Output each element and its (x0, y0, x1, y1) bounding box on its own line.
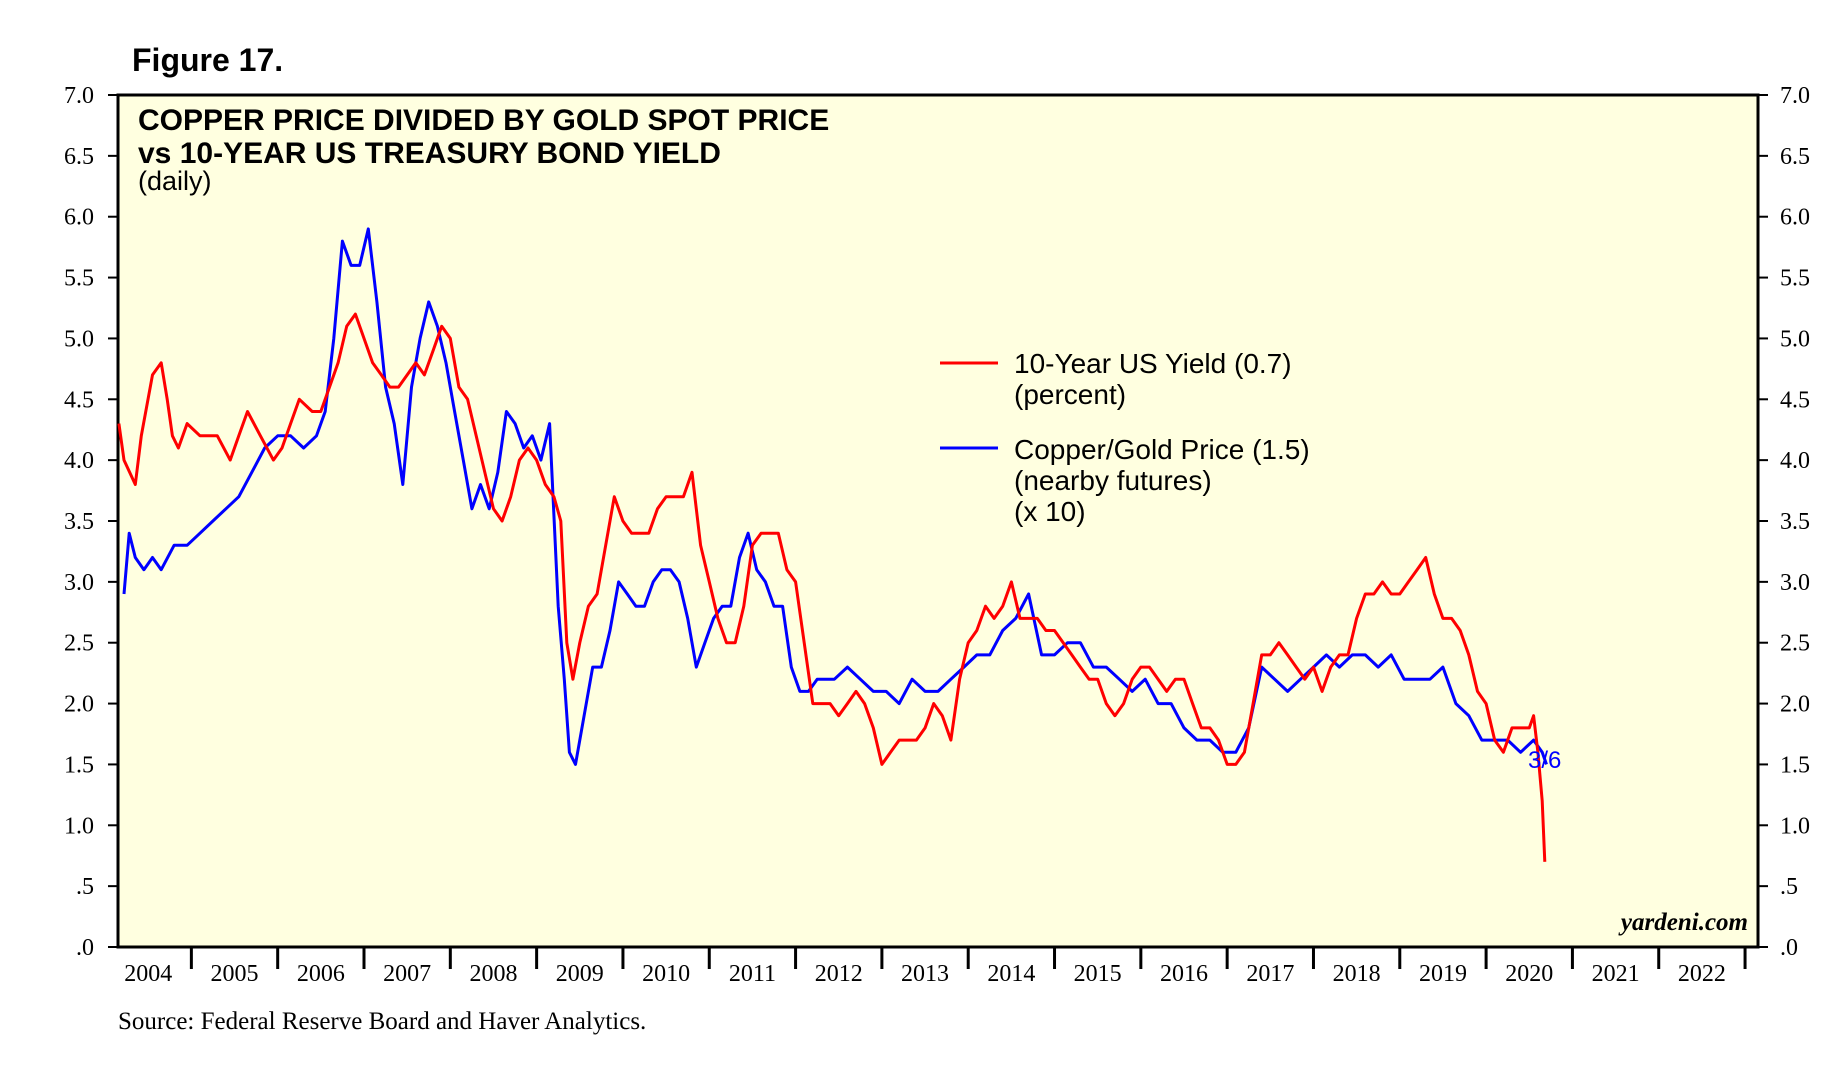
y-tick-label-left: 2.5 (64, 631, 94, 657)
chart-subtitle: (daily) (138, 166, 212, 196)
plot-background (116, 93, 1760, 949)
y-tick-label-left: 6.5 (64, 144, 94, 170)
y-tick-label-right: 7.0 (1780, 83, 1810, 109)
y-axis-left: .0 .5 1.0 1.5 2.0 2.5 3.0 3.5 4.0 4.5 5.0 5.5 6.0 6.5… (64, 83, 118, 961)
y-tick-label-left: .5 (76, 874, 94, 900)
y-tick-label-right: .5 (1780, 874, 1798, 900)
y-tick-label-left: 3.0 (64, 570, 94, 596)
x-tick-label: 2008 (469, 961, 517, 987)
series-line-copper-gold (122, 227, 1548, 766)
y-tick-label-right: 1.0 (1780, 813, 1810, 839)
watermark: yardeni.com (1618, 909, 1748, 936)
legend-label-copper-gold: Copper/Gold Price (1.5) (1014, 434, 1310, 465)
y-tick-label-right: 5.0 (1780, 326, 1810, 352)
x-tick-label: 2017 (1246, 961, 1294, 987)
x-tick-label: 2019 (1419, 961, 1467, 987)
chart-title: COPPER PRICE DIVIDED BY GOLD SPOT PRICE (138, 104, 829, 137)
y-tick-label-left: 7.0 (64, 83, 94, 109)
y-tick-label-right: 6.0 (1780, 205, 1810, 231)
y-tick-label-right: 1.5 (1780, 752, 1810, 778)
figure-label: Figure 17. (132, 42, 284, 78)
y-tick-label-left: 4.0 (64, 448, 94, 474)
y-tick-label-right: .0 (1780, 935, 1798, 961)
y-tick-label-right: 5.5 (1780, 266, 1810, 292)
y-tick-label-right: 3.5 (1780, 509, 1810, 535)
y-tick-label-right: 3.0 (1780, 570, 1810, 596)
y-tick-label-right: 4.0 (1780, 448, 1810, 474)
x-tick-label: 2013 (901, 961, 949, 987)
y-axis-right: .0 .5 1.0 1.5 2.0 2.5 3.0 3.5 4.0 4.5 5.0 5.5 6.0 6.5… (1758, 83, 1810, 961)
x-tick-label: 2018 (1333, 961, 1381, 987)
x-tick-label: 2004 (124, 961, 172, 987)
x-tick-label: 2015 (1074, 961, 1122, 987)
y-tick-label-left: .0 (76, 935, 94, 961)
source-note: Source: Federal Reserve Board and Haver … (118, 1008, 647, 1035)
y-tick-label-left: 1.0 (64, 813, 94, 839)
x-tick-label: 2010 (642, 961, 690, 987)
legend-label-yield: 10-Year US Yield (0.7) (1014, 348, 1292, 379)
x-tick-label: 2021 (1592, 961, 1640, 987)
y-tick-label-right: 2.5 (1780, 631, 1810, 657)
x-tick-label: 2020 (1505, 961, 1553, 987)
x-tick-label: 2009 (556, 961, 604, 987)
y-tick-label-left: 5.0 (64, 326, 94, 352)
y-tick-label-left: 6.0 (64, 205, 94, 231)
y-tick-label-left: 1.5 (64, 752, 94, 778)
x-tick-label: 2011 (729, 961, 776, 987)
x-axis: 2004 2005 2006 2007 2008 2009 2010 2011 2012 2013… (124, 947, 1747, 987)
x-tick-label: 2005 (211, 961, 259, 987)
x-tick-label: 2016 (1160, 961, 1208, 987)
legend: 10-Year US Yield (0.7) (percent) Copper/… (940, 348, 1310, 527)
legend-label-yield-unit: (percent) (1014, 379, 1126, 410)
chart-title-line2: vs 10-YEAR US TREASURY BOND YIELD (138, 137, 721, 170)
x-tick-label: 2007 (383, 961, 431, 987)
y-tick-label-left: 5.5 (64, 266, 94, 292)
x-tick-label: 2012 (815, 961, 863, 987)
y-tick-label-left: 3.5 (64, 509, 94, 535)
legend-label-copper-gold-line3: (x 10) (1014, 496, 1086, 527)
series-line-yield (117, 312, 1547, 862)
x-tick-label: 2022 (1678, 961, 1726, 987)
legend-label-copper-gold-line2: (nearby futures) (1014, 465, 1212, 496)
y-tick-label-right: 2.0 (1780, 692, 1810, 718)
series-group (117, 227, 1548, 862)
y-tick-label-left: 4.5 (64, 387, 94, 413)
x-tick-label: 2014 (987, 961, 1035, 987)
x-tick-label: 2006 (297, 961, 345, 987)
end-date-label: 3/6 (1528, 747, 1561, 774)
y-tick-label-right: 4.5 (1780, 387, 1810, 413)
y-tick-label-right: 6.5 (1780, 144, 1810, 170)
y-tick-label-left: 2.0 (64, 692, 94, 718)
